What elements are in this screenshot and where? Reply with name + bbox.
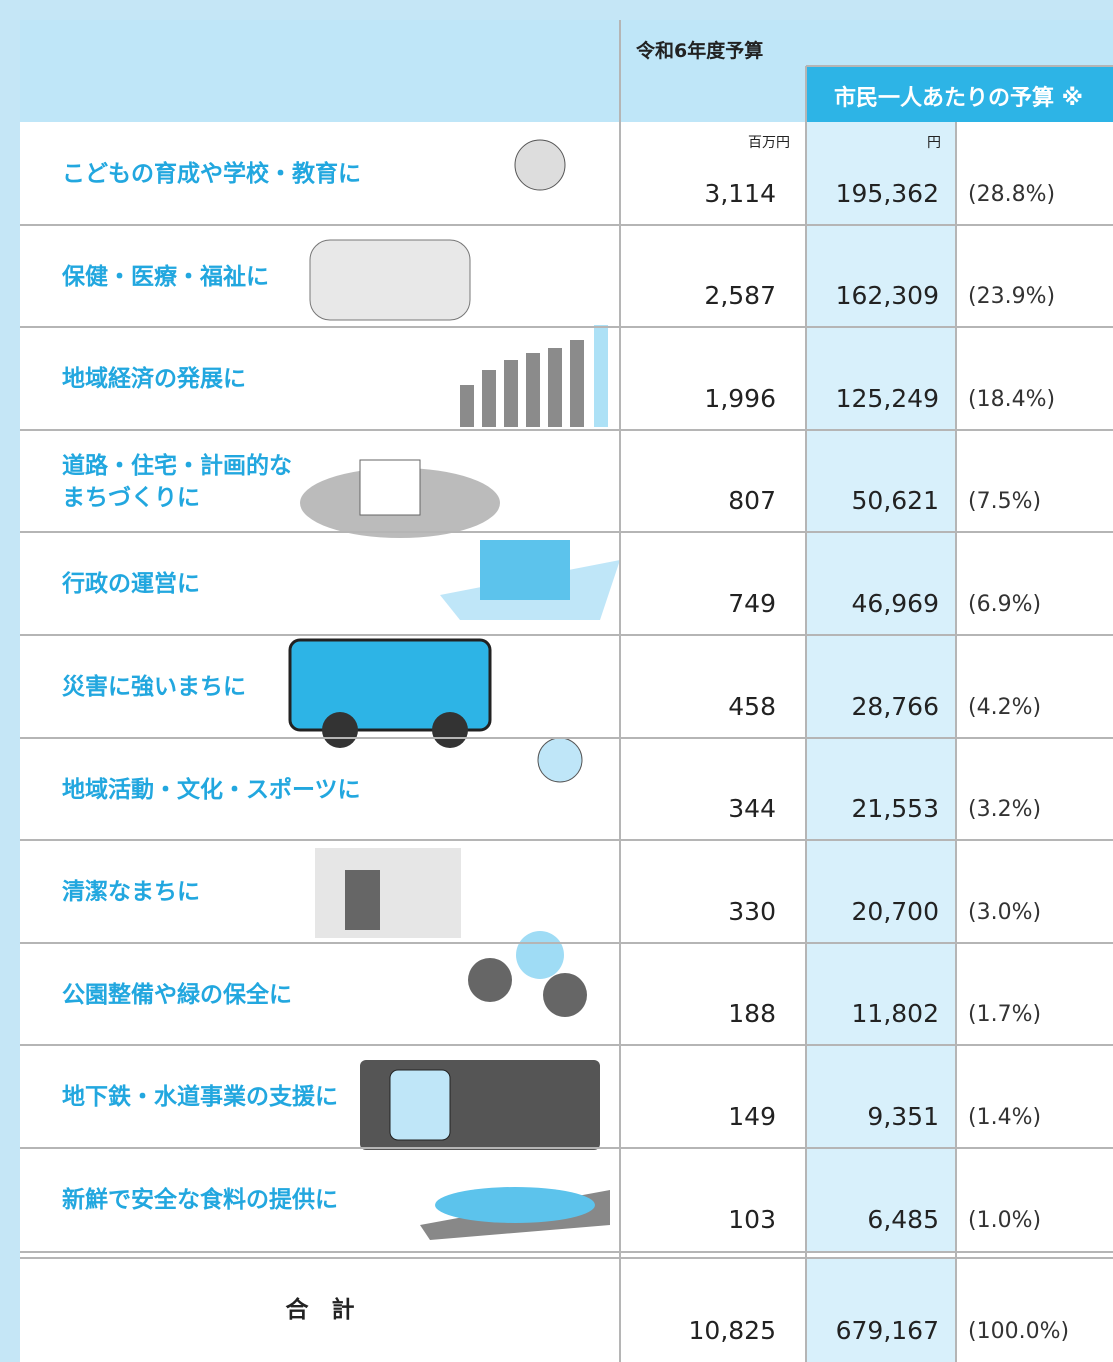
per-capita-column bbox=[806, 122, 956, 1252]
share: (28.8%) bbox=[968, 181, 1056, 207]
share: (18.4%) bbox=[968, 386, 1056, 412]
total-amount: 807 bbox=[728, 486, 776, 516]
share: (4.2%) bbox=[968, 694, 1042, 720]
total-amount: 330 bbox=[728, 896, 776, 926]
per-capita-total-cell bbox=[806, 1258, 956, 1362]
share: (1.4%) bbox=[968, 1105, 1042, 1130]
row-label: 地域経済の発展に bbox=[62, 366, 246, 393]
per-capita-amount: 20,700 bbox=[851, 896, 939, 926]
per-capita-amount: 6,485 bbox=[867, 1204, 939, 1234]
column-line bbox=[619, 20, 621, 1362]
total-amount: 188 bbox=[728, 999, 776, 1029]
header-line bbox=[806, 65, 1113, 67]
people bbox=[309, 239, 471, 321]
per-capita-amount: 9,351 bbox=[867, 1102, 939, 1131]
per-capita-amount: 162,309 bbox=[835, 281, 939, 311]
per-capita-amount: 125,249 bbox=[835, 383, 939, 413]
column-line bbox=[955, 122, 957, 1362]
illustrations bbox=[288, 139, 620, 1240]
fire-truck bbox=[288, 638, 492, 732]
row-line bbox=[20, 634, 1113, 636]
row-line bbox=[20, 326, 1113, 329]
row-label: 公園整備や緑の保全に bbox=[62, 981, 292, 1008]
budget-table: 令和6年度予算 市民一人あたりの予算 ※ 百万円 円 こどもの育成や学校・教育に… bbox=[20, 20, 1113, 1362]
per-capita-amount: 11,802 bbox=[851, 999, 939, 1029]
office-buildings bbox=[480, 540, 570, 600]
total-amount: 458 bbox=[728, 691, 776, 721]
row-line bbox=[20, 1147, 1113, 1149]
double-line bbox=[20, 1257, 1113, 1259]
total-amount: 10,825 bbox=[688, 1316, 776, 1345]
growth-bars bbox=[460, 325, 608, 427]
total-amount: 149 bbox=[728, 1102, 776, 1131]
row-label: 地下鉄・水道事業の支援に bbox=[62, 1084, 338, 1111]
unit-total: 百万円 bbox=[620, 132, 790, 152]
row-label: 行政の運営に bbox=[62, 571, 200, 598]
share: (7.5%) bbox=[968, 489, 1042, 515]
child bbox=[537, 737, 583, 783]
row-label: 新鮮で安全な食料の提供に bbox=[62, 1187, 338, 1213]
row-label: 道路・住宅・計画的な まちづくりに bbox=[62, 452, 292, 511]
row-line bbox=[20, 1044, 1113, 1047]
share: (100.0%) bbox=[968, 1319, 1070, 1344]
per-capita-title: 市民一人あたりの予算 ※ bbox=[806, 66, 1113, 122]
row-label: 清潔なまちに bbox=[62, 879, 200, 906]
share: (1.7%) bbox=[968, 1002, 1042, 1028]
double-line bbox=[20, 1251, 1113, 1253]
per-capita-amount: 46,969 bbox=[851, 589, 939, 618]
total-amount: 344 bbox=[728, 794, 776, 824]
total-amount: 2,587 bbox=[704, 281, 776, 311]
trash-bin bbox=[315, 848, 461, 938]
per-capita-amount: 21,553 bbox=[851, 794, 939, 824]
total-amount: 3,114 bbox=[704, 178, 776, 208]
family bbox=[514, 139, 566, 191]
budget-title: 令和6年度予算 bbox=[636, 40, 764, 62]
per-capita-amount: 679,167 bbox=[835, 1316, 939, 1345]
total-amount: 749 bbox=[728, 589, 776, 618]
house bbox=[359, 459, 421, 516]
row-line bbox=[20, 839, 1113, 842]
row-line bbox=[20, 941, 1113, 944]
per-capita-amount: 195,362 bbox=[835, 178, 939, 208]
per-capita-amount: 50,621 bbox=[851, 486, 939, 516]
row-label: 災害に強いまちに bbox=[62, 674, 246, 700]
row-line bbox=[20, 223, 1113, 226]
share: (23.9%) bbox=[968, 284, 1056, 310]
share: (3.0%) bbox=[968, 899, 1042, 925]
total-amount: 1,996 bbox=[704, 383, 776, 413]
row-line bbox=[20, 531, 1113, 534]
row-label: こどもの育成や学校・教育に bbox=[62, 161, 361, 187]
per-capita-amount: 28,766 bbox=[851, 691, 939, 721]
unit-text: 百万円 bbox=[748, 135, 790, 151]
row-label: 保健・医療・福祉に bbox=[62, 263, 269, 290]
total-label: 合 計 bbox=[285, 1297, 355, 1323]
share: (6.9%) bbox=[968, 592, 1042, 617]
row-line bbox=[20, 428, 1113, 431]
row-label: 地域活動・文化・スポーツに bbox=[62, 776, 361, 803]
row-line bbox=[20, 736, 1113, 739]
unit-per-capita: 円 bbox=[806, 132, 941, 152]
share: (1.0%) bbox=[968, 1207, 1042, 1233]
column-line bbox=[805, 66, 807, 1362]
total-amount: 103 bbox=[728, 1204, 776, 1234]
share: (3.2%) bbox=[968, 797, 1042, 823]
unit-text: 円 bbox=[927, 135, 941, 151]
